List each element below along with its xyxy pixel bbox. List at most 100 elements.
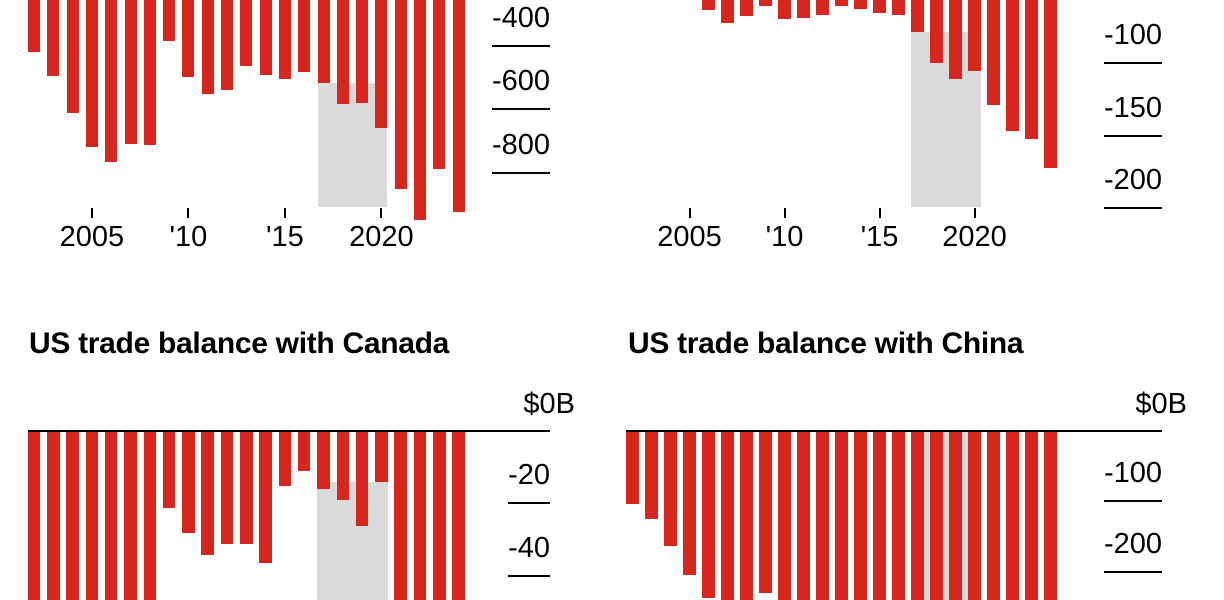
bar-2017 [911, 430, 924, 600]
bar-2017 [911, 0, 924, 33]
x-tick-mark-2020 [973, 208, 976, 218]
y-tick--40: -40 [508, 533, 550, 578]
bar-2010 [182, 430, 195, 534]
x-tick-mark-2015 [878, 208, 881, 218]
bar-2018 [336, 430, 350, 501]
bar-2020 [375, 430, 388, 482]
bar-2024 [452, 430, 465, 600]
bar-2015 [873, 0, 886, 14]
y-tick--150: -150 [1103, 93, 1162, 137]
bar-2016 [892, 430, 905, 600]
bar-2013 [240, 430, 253, 545]
y-tick--800: -800 [491, 130, 550, 175]
bar-2013 [835, 430, 848, 600]
bar-2011 [797, 430, 810, 600]
bar-2019 [949, 430, 962, 600]
bar-2009 [759, 430, 772, 593]
bar-2017 [317, 430, 330, 490]
bar-2019 [356, 0, 369, 103]
bar-2018 [930, 0, 943, 63]
bar-2014 [259, 0, 272, 76]
x-tick-mark-2005 [90, 208, 93, 218]
x-tick-label-2010: '10 [169, 221, 208, 253]
bar-2012 [816, 0, 829, 15]
bar-2010 [778, 0, 791, 20]
y-tick--20: -20 [508, 460, 550, 504]
bar-2008 [740, 430, 753, 600]
bar-2019 [355, 430, 369, 526]
bar-2021 [394, 430, 407, 600]
highlight-band-bottom-left [317, 482, 388, 600]
bar-2023 [1025, 430, 1038, 600]
bar-2005 [85, 0, 98, 147]
bar-2008 [143, 430, 157, 600]
bar-2014 [854, 0, 867, 9]
bar-2023 [1025, 0, 1038, 140]
bar-2020 [968, 0, 981, 72]
x-tick-label-2010: '10 [765, 221, 804, 253]
bar-2021 [394, 0, 407, 189]
bar-2023 [433, 0, 446, 170]
bar-2003 [47, 430, 60, 600]
bar-2009 [162, 430, 176, 508]
bar-2022 [413, 430, 427, 600]
x-tick-label-2020: 2020 [942, 221, 1007, 253]
x-tick-label-2005: 2005 [59, 221, 125, 253]
bar-2012 [220, 430, 234, 545]
bar-2008 [740, 0, 753, 17]
bar-2024 [452, 0, 465, 212]
bar-2004 [664, 430, 677, 547]
y-tick--400: -400 [491, 3, 550, 47]
bar-2003 [47, 0, 60, 77]
bar-2002 [27, 430, 41, 600]
x-tick-mark-2020 [380, 208, 383, 218]
bar-2008 [143, 0, 156, 145]
bar-2015 [873, 430, 886, 600]
x-tick-label-2020: 2020 [349, 221, 414, 253]
y-tick--200: -200 [1103, 165, 1162, 209]
x-tick-label-2015: '15 [860, 221, 899, 253]
bar-2011 [797, 0, 810, 18]
bar-2013 [240, 0, 253, 67]
bar-2004 [66, 430, 79, 600]
bar-2006 [104, 430, 118, 600]
zero-tick-label: $0B [1135, 387, 1187, 420]
bar-2002 [28, 0, 40, 53]
bar-2021 [987, 430, 1000, 600]
bar-2018 [336, 0, 349, 104]
y-tick--100: -100 [1103, 458, 1162, 502]
x-tick-mark-2010 [783, 208, 786, 218]
bar-2023 [433, 430, 446, 600]
y-tick--200: -200 [1103, 529, 1162, 574]
bar-2021 [987, 0, 1000, 105]
bar-2022 [1006, 430, 1019, 600]
x-tick-mark-2005 [688, 208, 691, 218]
bar-2005 [683, 430, 696, 575]
bar-2016 [298, 0, 311, 73]
bar-2007 [124, 0, 137, 144]
x-tick-label-2015: '15 [265, 221, 304, 253]
bar-2007 [721, 430, 734, 600]
bar-2004 [66, 0, 79, 114]
bar-2015 [278, 430, 292, 486]
chart-title-canada: US trade balance with Canada [29, 327, 450, 360]
bar-2006 [702, 0, 715, 11]
bar-2014 [854, 430, 867, 600]
y-tick--100: -100 [1103, 20, 1162, 64]
bar-2012 [221, 0, 233, 91]
zero-baseline [626, 429, 1162, 432]
chart-title-china: US trade balance with China [628, 327, 1024, 360]
bar-2012 [816, 430, 829, 600]
bar-2024 [1044, 430, 1057, 600]
bar-2017 [317, 0, 330, 83]
bar-2010 [778, 430, 791, 600]
bar-2022 [414, 0, 426, 221]
x-tick-label-2005: 2005 [657, 221, 722, 253]
bar-2011 [201, 430, 214, 556]
bar-2007 [721, 0, 734, 24]
bar-2007 [124, 430, 137, 600]
bar-2020 [375, 0, 388, 128]
bar-2013 [835, 0, 848, 6]
bar-2019 [949, 0, 962, 79]
bar-2006 [702, 430, 715, 598]
